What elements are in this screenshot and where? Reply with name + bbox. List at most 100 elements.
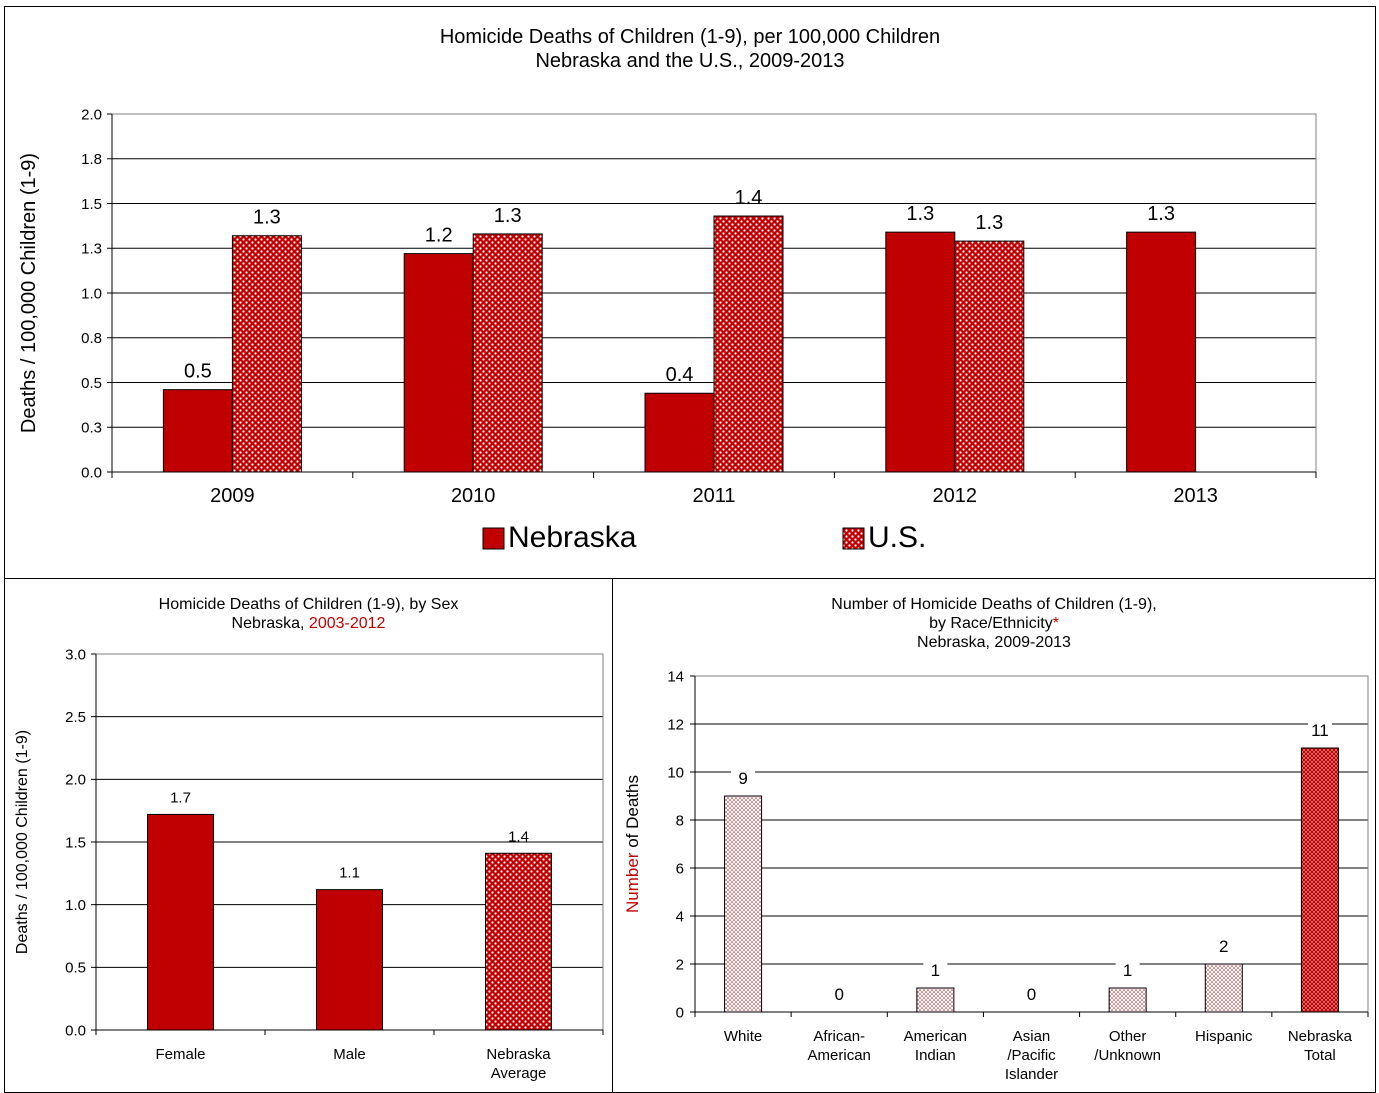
bar [1126,231,1197,473]
bar [1204,963,1243,1013]
y-axis-label: Number of Deaths [623,775,642,913]
bar [231,235,302,473]
x-tick-label: 2011 [692,485,735,507]
y-tick-label: 0.5 [81,375,102,392]
data-label: 1.4 [508,828,529,845]
data-label: 1.3 [253,207,281,229]
chart-panel-by-race: Number of Homicide Deaths of Children (1… [612,578,1376,1093]
bar [1300,747,1339,1013]
legend-label: Nebraska [508,521,637,554]
data-label: 0 [834,985,843,1004]
y-tick-label: 0.3 [81,420,102,437]
chart-title-line-1: Homicide Deaths of Children (1-9), per 1… [439,26,941,48]
chart-title-line-2: by Race/Ethnicity* [613,614,1375,633]
y-tick-label: 14 [667,668,684,685]
y-tick-label: 10 [667,764,684,781]
data-label: 1.3 [1147,203,1175,225]
y-tick-label: 3.0 [65,646,86,663]
x-tick-label: Nebraska [486,1046,551,1063]
y-axis-label-rest: of Deaths [623,775,642,853]
legend-label: U.S. [868,521,926,554]
data-label: 0.5 [184,361,212,383]
chart-title-year-range: 2003-2012 [308,615,386,633]
y-tick-label: 1.0 [65,897,86,914]
bar [713,215,784,473]
bar [403,253,474,473]
x-tick-label: 2012 [933,485,978,507]
bar [954,240,1025,473]
y-tick-label: 0.5 [65,960,86,977]
bar [162,389,233,473]
data-label: 1.3 [494,205,522,227]
bar [316,889,383,1031]
x-tick-label: White [724,1028,762,1045]
chart-title-line-1: Number of Homicide Deaths of Children (1… [831,596,1157,613]
data-label: 1.3 [975,212,1003,234]
data-label-background [1115,961,1140,981]
bar-chart-by-sex: 0.0 0.5 1.0 1.5 2.0 2.5 3.0 Female 1.7 Male 1.1 Neb… [14,646,604,1082]
data-label: 1.4 [735,187,763,209]
data-label: 1 [1123,961,1132,980]
bar [1108,987,1147,1013]
y-tick-label: 2.0 [65,772,86,789]
x-tick-label: American [808,1047,871,1064]
data-label-background [731,769,756,789]
x-tick-label: 2009 [210,485,255,507]
data-label: 1.2 [425,225,453,247]
y-tick-label: 0.8 [81,330,102,347]
chart-title-line-1: Homicide Deaths of Children (1-9), by Se… [158,596,459,613]
x-tick-label: American [904,1028,967,1045]
y-tick-label: 0 [676,1004,684,1021]
x-tick-label: 2013 [1173,485,1218,507]
chart-panel-us-comparison: Homicide Deaths of Children (1-9), per 1… [4,6,1376,579]
chart-title: Homicide Deaths of Children (1-9), by Se… [5,595,612,633]
y-tick-label: 1.8 [81,151,102,168]
chart-title-line-3: Nebraska, 2009-2013 [917,634,1071,652]
x-tick-label: Asian [1013,1028,1051,1045]
data-label: 1.3 [906,203,934,225]
y-axis-label-highlight: Number [623,852,642,913]
x-tick-label: Hispanic [1195,1028,1253,1045]
y-tick-label: 12 [667,716,684,733]
data-label: 2 [1219,937,1228,956]
bar-chart-by-race: 02468101214White9African-American0Americ… [623,668,1369,1083]
x-tick-label: Other [1109,1028,1147,1045]
y-tick-label: 0.0 [81,464,102,481]
y-tick-label: 1.5 [65,834,86,851]
bar [916,987,955,1013]
x-tick-label: /Pacific [1007,1047,1056,1064]
bar [885,231,956,473]
data-label: 11 [1311,721,1329,740]
x-tick-label: 2010 [451,485,496,507]
asterisk-mark: * [1052,615,1059,633]
y-axis-label: Deaths / 100,000 Children (1-9) [14,730,31,954]
plot-area-border [694,675,1369,1013]
bar [485,852,552,1031]
y-tick-label: 0.0 [65,1022,86,1039]
data-label-background [1211,937,1236,957]
chart-title: Homicide Deaths of Children (1-9), per 1… [5,25,1375,73]
x-tick-label: Average [491,1065,547,1082]
data-label: 0.4 [666,364,694,386]
x-tick-label: Nebraska [1288,1028,1353,1045]
bar [147,813,214,1031]
chart-title-prefix: Nebraska, [231,615,309,633]
data-label: 0 [1027,985,1036,1004]
y-tick-label: 8 [676,812,684,829]
y-tick-label: 1.3 [81,241,102,258]
x-tick-label: African- [813,1028,865,1045]
y-tick-label: 6 [676,860,684,877]
chart-title-race: by Race/Ethnicity [929,615,1053,633]
data-label: 1.1 [339,865,360,882]
x-tick-label: Islander [1005,1066,1058,1083]
y-tick-label: 4 [676,908,684,925]
x-tick-label: /Unknown [1094,1047,1161,1064]
bar-chart-us-comparison: 0.0 0.3 0.5 0.8 1.0 1.3 1.5 1.8 2.0 2009 0.5 1.3 201… [18,106,1317,554]
y-tick-label: 1.5 [81,196,102,213]
legend-swatch [482,527,505,550]
chart-title: Number of Homicide Deaths of Children (1… [613,595,1375,653]
chart-panel-by-sex: Homicide Deaths of Children (1-9), by Se… [4,578,613,1093]
data-label-background [827,985,852,1005]
legend-swatch [842,527,865,550]
y-tick-label: 2.5 [65,709,86,726]
